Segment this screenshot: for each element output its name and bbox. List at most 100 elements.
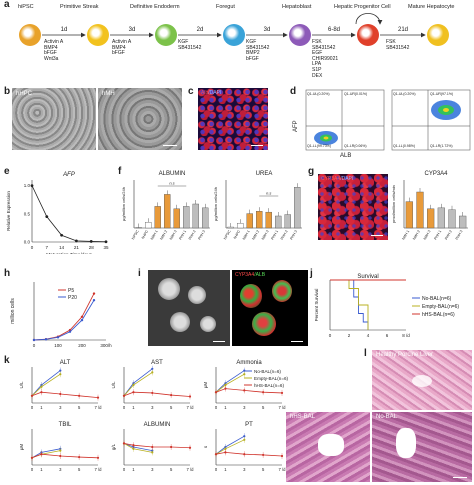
- x-tick-label: 5: [262, 405, 265, 410]
- x-axis-label: Maturation Time/days: [46, 252, 92, 254]
- y-axis-label: pmol/million cells/min: [391, 185, 396, 223]
- ns-label: n.s: [266, 191, 271, 196]
- category-label: PHH 2: [444, 230, 453, 241]
- alb-stain-label: Alb: [201, 90, 209, 96]
- survival-step-line: [330, 279, 369, 330]
- chart-title: CYP3A4: [424, 171, 448, 177]
- data-point: [68, 330, 72, 333]
- stage-cell-icon: [427, 24, 449, 46]
- bar: [145, 222, 152, 229]
- category-label: PHH 1: [178, 230, 187, 241]
- series-line: [33, 299, 95, 341]
- duration-label: 3d: [129, 27, 136, 33]
- no-bal-label: No-BAL: [376, 414, 398, 420]
- x-tick-label: 7 /d: [187, 405, 195, 410]
- hhpc-micrograph: hHPC: [12, 88, 96, 150]
- stage-label: Mature Hepatocyte: [408, 4, 455, 10]
- series-line: [33, 293, 95, 341]
- panel-h-label: h: [4, 268, 11, 279]
- x-tick-label: 21: [74, 245, 80, 250]
- category-label: hiPSC: [131, 229, 140, 240]
- y-axis-label: million cells: [10, 298, 16, 324]
- stage-label: Foregut: [216, 4, 235, 10]
- x-tick-label: 6: [386, 333, 389, 338]
- category-label: hMH 1: [150, 230, 159, 241]
- x-tick-label: 300/h: [100, 343, 112, 348]
- chart-title: ALBUMIN: [159, 171, 186, 177]
- factor-list: KGF SB431542: [178, 39, 202, 51]
- subplot-title: ALBUMIN: [144, 422, 171, 428]
- duration-label: 6-8d: [328, 27, 340, 33]
- scheme-arrows: 1d 3d 2d 3d 6-8d 21d: [42, 13, 426, 38]
- spheroid-brightfield: [148, 270, 230, 346]
- legend-label: No-BAL(n=6): [254, 369, 281, 374]
- factor-list: FSK SB431542 EGF CHIR99021 LPA S1P DEX: [312, 39, 339, 79]
- category-label: hHPC: [233, 229, 241, 240]
- healthy-liver-label: Healthy Porcine Liver: [376, 352, 434, 358]
- panel-i-label: i: [138, 268, 141, 279]
- hmh-micrograph: hMH: [98, 88, 182, 150]
- cyp3a4-bar-chart: CYP3A4 pmol/million cells/min hMH 1 hMH 2 hM…: [391, 171, 468, 241]
- category-label: hiPSC: [223, 229, 232, 240]
- subplot-ast: AST U/L 0 1 3 5 7 /d: [111, 360, 194, 410]
- duration-label: 3d: [264, 27, 271, 33]
- x-tick-label: 3: [151, 467, 154, 472]
- flow-plot-hiPSC: [305, 89, 385, 151]
- category-label: hMH 2: [412, 230, 421, 241]
- afp-point: [45, 215, 49, 219]
- bar: [183, 206, 190, 229]
- legend-label: Empty-BAL(n=6): [254, 376, 289, 381]
- dapi-stain-label-g: /DAPI: [340, 176, 354, 182]
- legend-label: hHS-BAL(n=6): [422, 312, 455, 318]
- legend-label: P5: [68, 288, 74, 294]
- afp-title: AFP: [62, 172, 75, 178]
- subplot-title: Ammonia: [236, 360, 262, 366]
- x-tick-label: 3: [243, 467, 246, 472]
- category-label: PHH 3: [197, 230, 206, 241]
- x-tick-label: 7 /d: [279, 405, 287, 410]
- x-tick-label: 8 /d: [402, 333, 410, 338]
- factor-list: Activin A BMP4 bFGF Wnt3a: [44, 39, 64, 62]
- alb-axis-label: ALB: [340, 153, 352, 159]
- panel-b-label: b: [4, 86, 11, 97]
- q2-ur: Q1-UR(97.1%): [430, 92, 454, 96]
- ns-label: n.s: [169, 181, 174, 186]
- x-tick-label: 0: [31, 405, 34, 410]
- duration-label: 2d: [197, 27, 204, 33]
- panel-j-label: j: [310, 268, 313, 279]
- bar: [416, 191, 424, 229]
- x-tick-label: 0: [215, 467, 218, 472]
- data-point: [32, 338, 36, 342]
- bar: [192, 203, 199, 229]
- factor-list: KGF SB431542 BMP2 bFGF: [246, 39, 270, 62]
- x-tick-label: 200: [78, 343, 86, 348]
- x-tick-label: 35: [103, 245, 109, 250]
- series-line: [215, 439, 245, 455]
- survival-title: Survival: [357, 274, 378, 280]
- biochemistry-charts: ALT U/L 0 1 3 5 7 /d AST U/L 0 1 3 5 7 /d Ammonia μM 0 1 3…: [19, 360, 289, 472]
- bar: [284, 214, 291, 229]
- x-tick-label: 0: [123, 405, 126, 410]
- unit-label: g/L: [111, 443, 116, 450]
- stage-label: Definitive Endoderm: [130, 4, 180, 10]
- category-label: hMH 3: [423, 230, 432, 241]
- scale-bar: [251, 144, 263, 146]
- cyp3a4-dapi-micrograph: CYP3A4/DAPI: [318, 174, 388, 240]
- afp-point: [75, 239, 78, 243]
- x-tick-label: 3: [151, 405, 154, 410]
- data-point: [56, 336, 60, 339]
- x-tick-label: 14: [59, 245, 65, 250]
- stage-cell-icon: [357, 24, 379, 46]
- hmh-label: hMH: [102, 91, 115, 97]
- q2-ul: Q1-UL(0.20%): [393, 92, 416, 96]
- x-tick-label: 1: [132, 405, 135, 410]
- x-tick-label: 1: [40, 405, 43, 410]
- category-label: PHH 3: [289, 230, 298, 241]
- q1-ll: Q1-LL(99.73%): [307, 144, 331, 148]
- q2-lr: Q1-LR(1.72%): [430, 144, 453, 148]
- scale-bar: [213, 340, 225, 342]
- afp-point: [89, 240, 93, 243]
- legend-label: P20: [68, 295, 77, 301]
- category-label: PHH 1: [433, 230, 442, 241]
